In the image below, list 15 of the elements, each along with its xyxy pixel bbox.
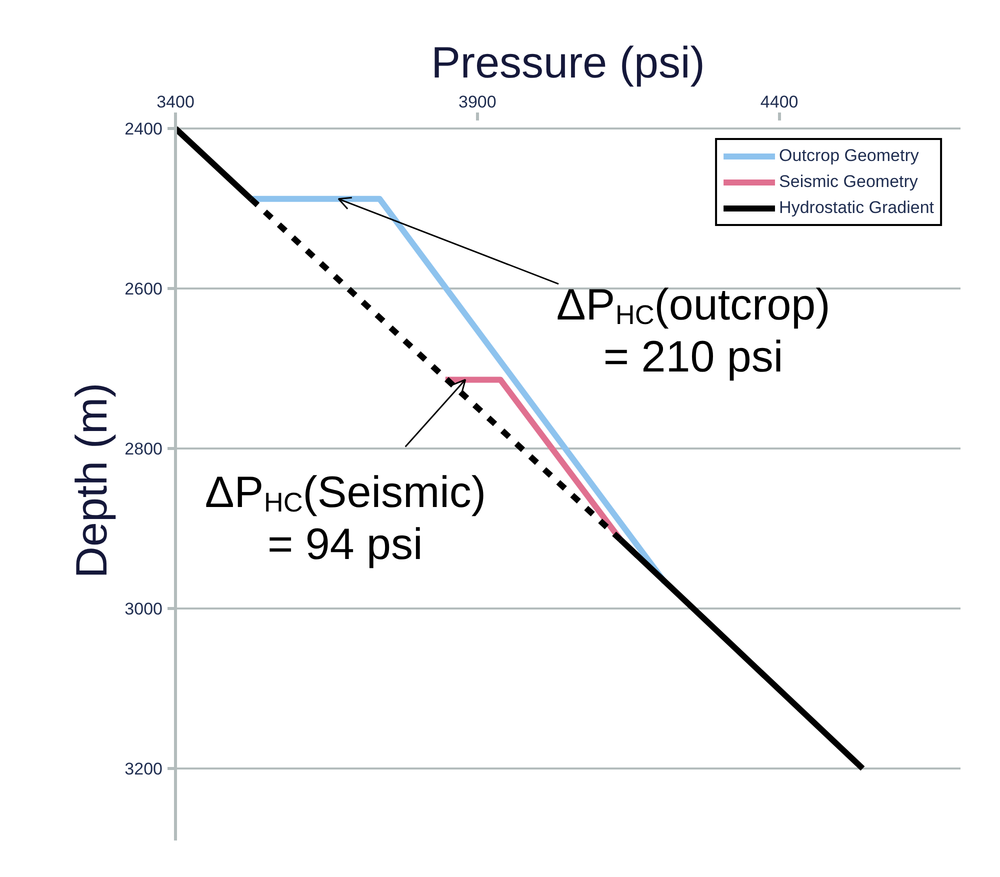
legend-label: Outcrop Geometry <box>779 146 919 166</box>
x-tick-label: 3400 <box>156 92 194 112</box>
y-tick-label: 2600 <box>124 280 163 298</box>
y-axis-title: Depth (m) <box>68 382 117 578</box>
legend-label: Hydrostatic Gradient <box>779 198 934 218</box>
annotation: ΔPHC(outcrop) = 210 psi <box>556 280 830 382</box>
legend-label: Seismic Geometry <box>779 172 918 192</box>
y-tick-label: 2800 <box>124 440 163 458</box>
annotation: ΔPHC(Seismic) = 94 psi <box>204 468 486 570</box>
x-tick-label: 3900 <box>458 92 496 112</box>
y-tick-label: 3000 <box>124 600 163 618</box>
y-tick-label: 2400 <box>124 120 163 138</box>
x-tick-label: 4400 <box>760 92 798 112</box>
y-tick-label: 3200 <box>124 760 163 778</box>
x-axis-title: Pressure (psi) <box>431 38 705 88</box>
